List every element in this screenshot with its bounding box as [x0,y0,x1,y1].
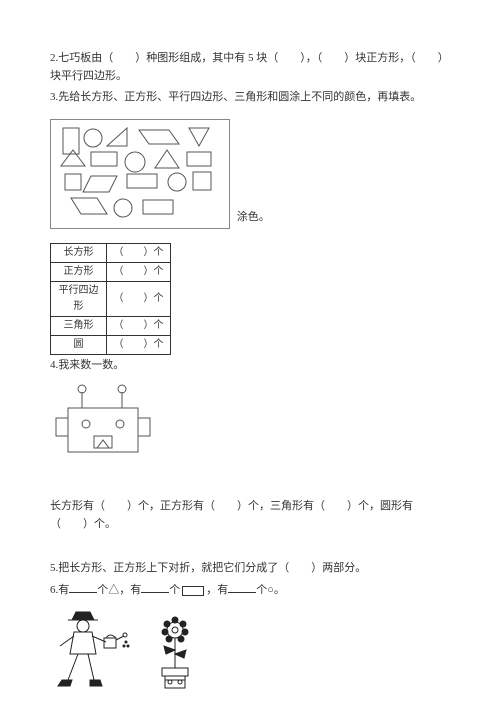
rect-icon [182,586,204,596]
cell-shape: 平行四边形 [51,281,107,316]
flower-svg [150,616,200,696]
q2-text: 2.七巧板由（ ）种图形组成，其中有 5 块（ ），（ ）块正方形，（ ）块平行… [50,52,449,82]
cell-count: （ ）个 [107,281,171,316]
shapes-diagram [50,119,230,229]
table-row: 平行四边形（ ）个 [51,281,171,316]
question-3: 3.先给长方形、正方形、平行四边形、三角形和圆涂上不同的颜色，再填表。 [50,89,450,107]
question-2: 2.七巧板由（ ）种图形组成，其中有 5 块（ ），（ ）块正方形，（ ）块平行… [50,50,450,85]
cell-count: （ ）个 [107,243,171,262]
cell-shape: 三角形 [51,316,107,335]
figures-row [50,606,450,696]
cell-shape: 长方形 [51,243,107,262]
cell-shape: 圆 [51,335,107,354]
table-row: 圆（ ）个 [51,335,171,354]
blank [228,581,256,593]
blank [69,581,97,593]
table-row: 正方形（ ）个 [51,262,171,281]
flower-figure [150,616,200,696]
question-4: 4.我来数一数。 [50,357,450,375]
table-body: 长方形（ ）个 正方形（ ）个 平行四边形（ ）个 三角形（ ）个 圆（ ）个 [51,243,171,354]
q6-b: 个△，有 [97,584,141,596]
man-svg [50,606,130,696]
cell-shape: 正方形 [51,262,107,281]
q4-fill: 长方形有（ ）个，正方形有（ ）个，三角形有（ ）个，圆形有（ ）个。 [50,498,450,533]
q3-text: 3.先给长方形、正方形、平行四边形、三角形和圆涂上不同的颜色，再填表。 [50,91,421,103]
question-5: 5.把长方形、正方形上下对折，就把它们分成了（ ）两部分。 [50,560,450,578]
q5-text: 5.把长方形、正方形上下对折，就把它们分成了（ ）两部分。 [50,562,366,574]
q4-fill-text: 长方形有（ ）个，正方形有（ ）个，三角形有（ ）个，圆形有（ ）个。 [50,500,413,530]
cell-count: （ ）个 [107,316,171,335]
table-row: 长方形（ ）个 [51,243,171,262]
q6-e: 个○。 [256,584,285,596]
q6-a: 6.有 [50,584,69,596]
blank [141,581,169,593]
shapes-row: 涂色。 [50,111,450,233]
q4-text: 4.我来数一数。 [50,359,124,371]
robot-diagram [50,380,170,470]
table-row: 三角形（ ）个 [51,316,171,335]
robot-svg [50,380,170,470]
cell-count: （ ）个 [107,262,171,281]
q6-c: 个 [169,584,180,596]
shape-count-table: 长方形（ ）个 正方形（ ）个 平行四边形（ ）个 三角形（ ）个 圆（ ）个 [50,243,171,355]
question-6: 6.有 个△，有 个 ，有 个○。 [50,581,450,600]
shapes-svg [51,120,231,230]
color-caption: 涂色。 [237,209,270,227]
man-figure [50,606,130,696]
cell-count: （ ）个 [107,335,171,354]
q6-d: ，有 [206,584,228,596]
